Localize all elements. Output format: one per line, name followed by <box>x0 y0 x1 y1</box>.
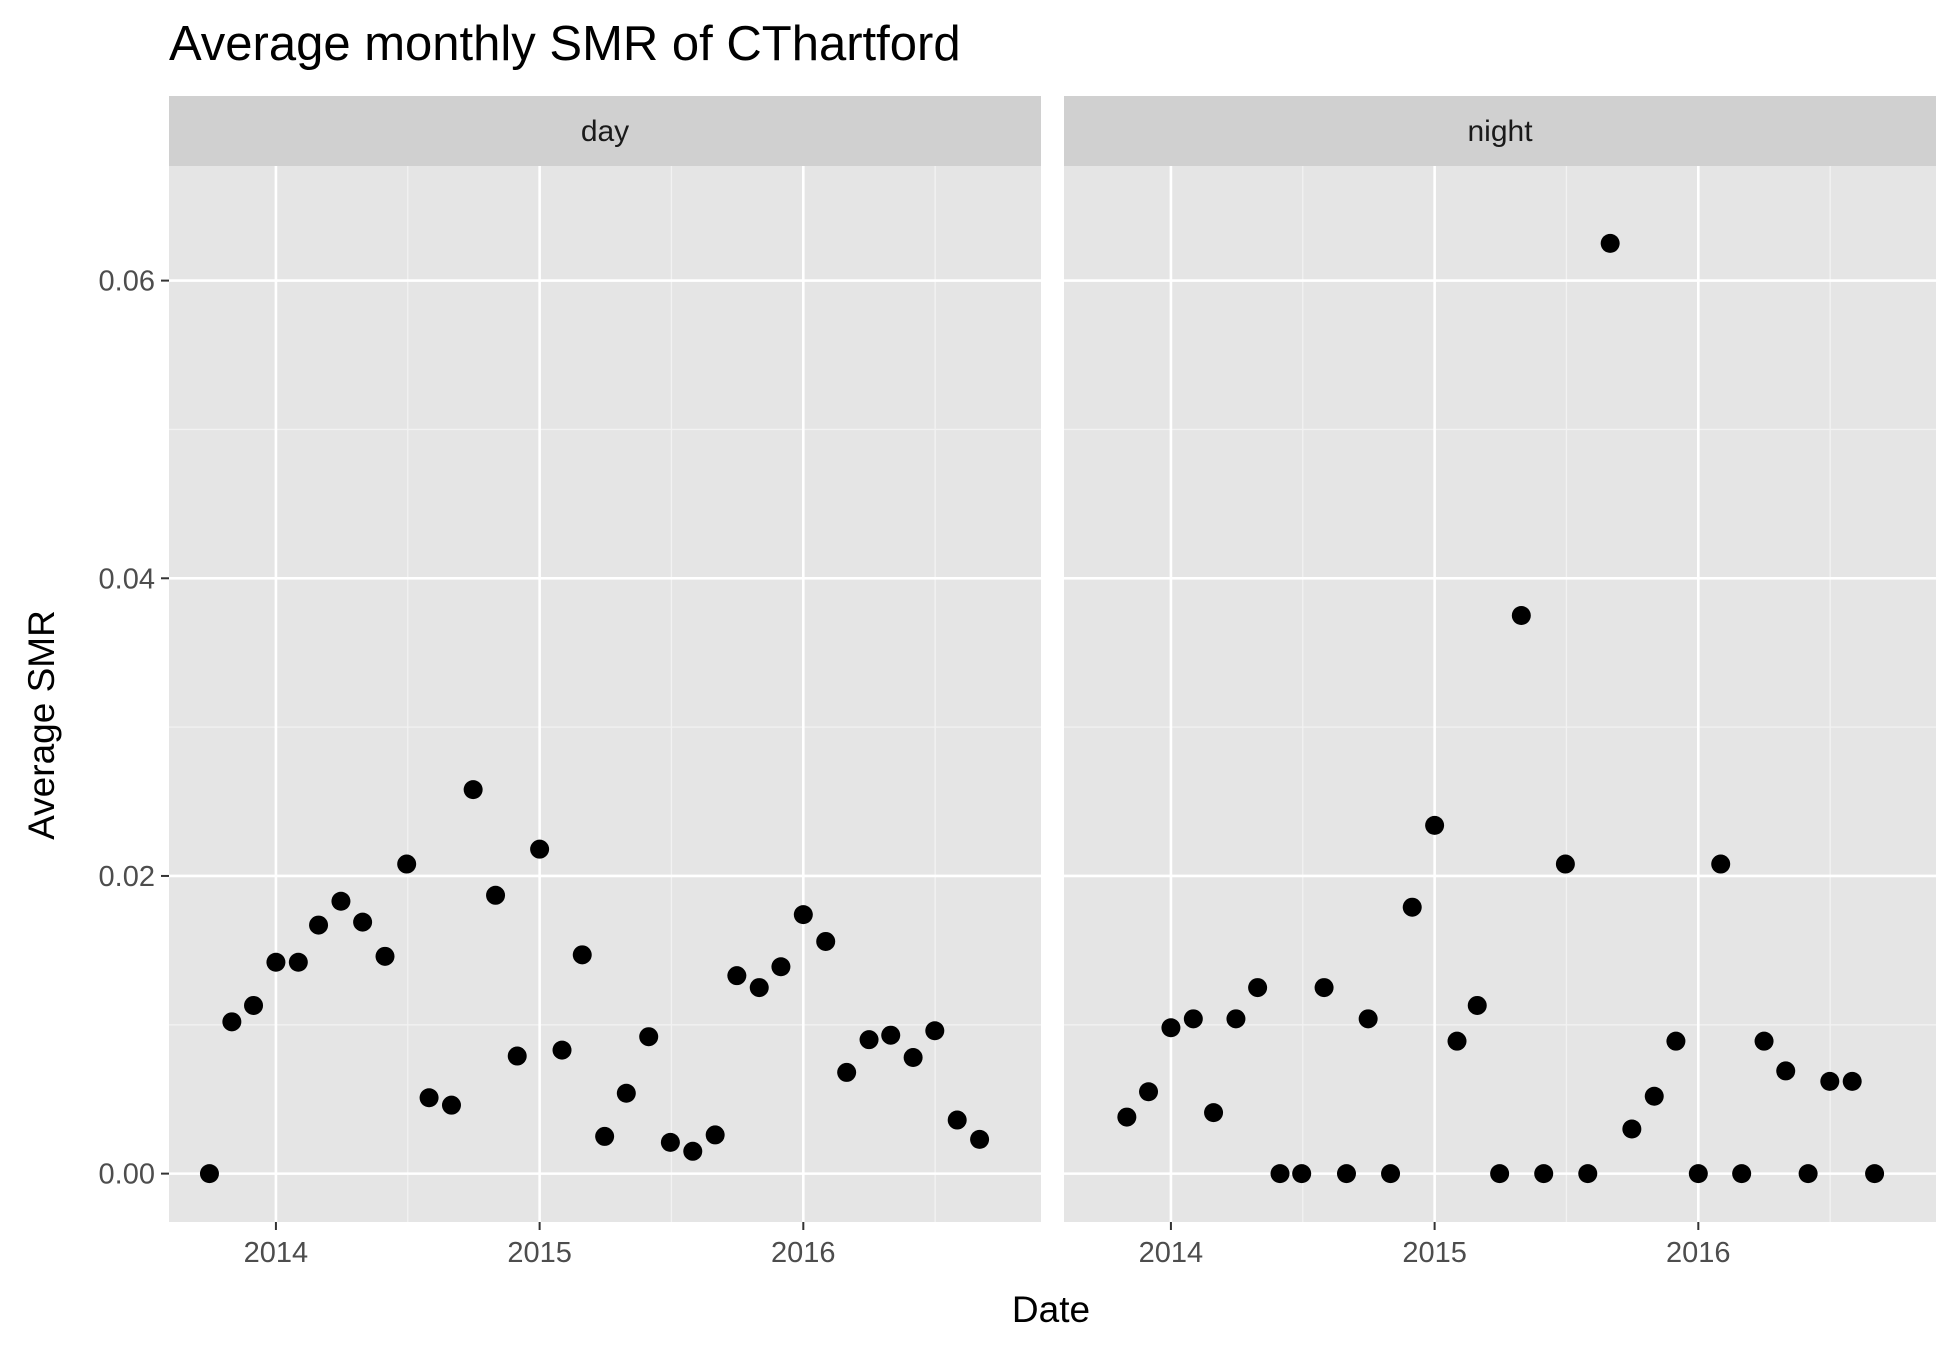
data-point <box>1534 1164 1554 1184</box>
data-point <box>1314 978 1334 998</box>
data-point <box>1117 1107 1137 1127</box>
panel-background <box>1064 166 1936 1222</box>
data-point <box>1292 1164 1312 1184</box>
data-point <box>288 952 308 972</box>
data-point <box>683 1141 703 1161</box>
data-point <box>1336 1164 1356 1184</box>
data-point <box>749 978 769 998</box>
data-point <box>222 1012 242 1032</box>
data-point <box>1688 1164 1708 1184</box>
y-tick-label: 0.00 <box>99 1159 155 1191</box>
data-point <box>199 1164 219 1184</box>
x-axis-title: Date <box>1012 1289 1090 1330</box>
data-point <box>1204 1103 1224 1123</box>
data-point <box>507 1046 527 1066</box>
data-point <box>530 839 550 859</box>
data-point <box>1555 854 1575 874</box>
facet-strip-label: night <box>1467 115 1533 148</box>
data-point <box>486 885 506 905</box>
data-point <box>1820 1071 1840 1091</box>
data-point <box>903 1048 923 1068</box>
data-point <box>1467 995 1487 1015</box>
data-point <box>309 915 329 935</box>
data-point <box>1666 1031 1686 1051</box>
data-point <box>816 931 836 951</box>
data-point <box>727 966 747 986</box>
data-point <box>552 1040 572 1060</box>
data-point <box>859 1030 879 1050</box>
data-point <box>1711 854 1731 874</box>
y-tick-label: 0.04 <box>99 563 155 595</box>
data-point <box>660 1132 680 1152</box>
data-point <box>1226 1009 1246 1029</box>
data-point <box>244 995 264 1015</box>
facet-strip <box>1064 96 1936 166</box>
data-point <box>771 957 791 977</box>
data-point <box>1447 1031 1467 1051</box>
facet-strip-label: day <box>581 115 629 148</box>
data-point <box>1248 978 1268 998</box>
data-point <box>572 945 592 965</box>
data-point <box>1270 1164 1290 1184</box>
data-point <box>1183 1009 1203 1029</box>
x-tick-label: 2014 <box>244 1237 309 1269</box>
facet-panel-day: day 2014 2015 2016 <box>169 96 1041 1269</box>
data-point <box>1425 815 1445 835</box>
facet-panel-night: night 2014 2015 2016 <box>1064 96 1936 1269</box>
y-tick-label: 0.06 <box>99 266 155 298</box>
facet-strip <box>169 96 1041 166</box>
data-point <box>331 891 351 911</box>
x-tick-label: 2015 <box>507 1237 572 1269</box>
data-point <box>1842 1071 1862 1091</box>
data-point <box>947 1110 967 1130</box>
data-point <box>419 1088 439 1108</box>
data-point <box>639 1027 659 1047</box>
data-point <box>1381 1164 1401 1184</box>
y-axis: 0.00 0.02 0.04 0.06 <box>99 266 169 1191</box>
x-tick-label: 2014 <box>1139 1237 1204 1269</box>
data-point <box>1732 1164 1752 1184</box>
data-point <box>1358 1009 1378 1029</box>
data-point <box>1622 1119 1642 1139</box>
data-point <box>441 1095 461 1115</box>
data-point <box>881 1025 901 1045</box>
data-point <box>1776 1061 1796 1081</box>
data-point <box>1511 605 1531 625</box>
data-point <box>705 1125 725 1145</box>
data-point <box>1865 1164 1885 1184</box>
chart-title: Average monthly SMR of CThartford <box>169 17 961 71</box>
data-point <box>397 854 417 874</box>
data-point <box>793 905 813 925</box>
data-point <box>375 946 395 966</box>
data-point <box>837 1062 857 1082</box>
data-point <box>1490 1164 1510 1184</box>
facet-panels: day 2014 2015 2016 night 2014 2015 2016 <box>169 96 1936 1269</box>
data-point <box>1578 1164 1598 1184</box>
data-point <box>970 1129 990 1149</box>
data-point <box>1402 897 1422 917</box>
data-point <box>1600 233 1620 253</box>
data-point <box>1139 1082 1159 1102</box>
data-point <box>353 912 373 932</box>
data-point <box>463 780 483 800</box>
y-tick-label: 0.02 <box>99 861 155 893</box>
panel-background <box>169 166 1041 1222</box>
data-point <box>925 1021 945 1041</box>
data-point <box>1161 1018 1181 1038</box>
x-tick-label: 2016 <box>1666 1237 1731 1269</box>
data-point <box>1644 1086 1664 1106</box>
data-point <box>1798 1164 1818 1184</box>
data-point <box>1754 1031 1774 1051</box>
x-tick-label: 2015 <box>1402 1237 1467 1269</box>
data-point <box>616 1083 636 1103</box>
data-point <box>266 952 286 972</box>
y-axis-title: Average SMR <box>21 610 62 840</box>
data-point <box>595 1126 615 1146</box>
x-tick-label: 2016 <box>771 1237 836 1269</box>
